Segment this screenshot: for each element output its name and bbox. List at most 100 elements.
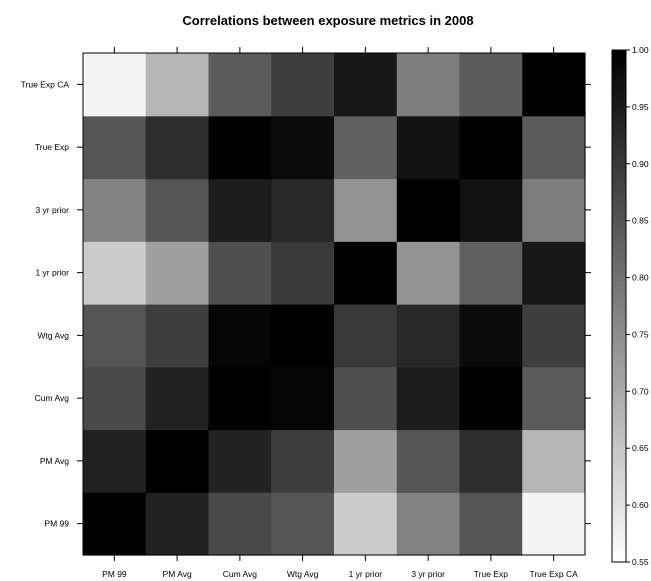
colorbar-segment bbox=[612, 413, 626, 420]
colorbar-segment bbox=[612, 172, 626, 179]
heatmap-cell bbox=[396, 492, 461, 556]
colorbar-segment bbox=[612, 336, 626, 343]
colorbar-segment bbox=[612, 454, 626, 461]
colorbar-segment bbox=[612, 362, 626, 369]
heatmap-cell bbox=[522, 53, 586, 117]
colorbar-segment bbox=[612, 75, 626, 82]
colorbar-segment bbox=[612, 131, 626, 138]
heatmap-cell bbox=[208, 178, 272, 242]
colorbar-segment bbox=[612, 270, 626, 276]
y-tick-label: 3 yr prior bbox=[35, 205, 69, 215]
y-tick-label: Cum Avg bbox=[35, 393, 70, 403]
y-tick-label: Wtg Avg bbox=[38, 330, 70, 340]
heatmap-cell bbox=[522, 492, 586, 556]
heatmap-cell bbox=[334, 178, 398, 242]
colorbar-segment bbox=[612, 290, 626, 297]
heatmap-cell bbox=[522, 241, 586, 305]
x-tick-label: PM 99 bbox=[102, 569, 127, 579]
colorbar-segment bbox=[612, 224, 626, 230]
heatmap-cell bbox=[459, 178, 523, 242]
heatmap-cell bbox=[208, 429, 272, 493]
colorbar-segment bbox=[612, 101, 626, 107]
colorbar-tick-label: 0.60 bbox=[632, 500, 649, 510]
colorbar-segment bbox=[612, 55, 626, 61]
heatmap-cell bbox=[396, 53, 461, 117]
chart-title: Correlations between exposure metrics in… bbox=[182, 13, 473, 28]
heatmap-cell bbox=[334, 115, 398, 180]
colorbar-segment bbox=[612, 167, 626, 174]
colorbar-segment bbox=[612, 116, 626, 123]
colorbar-segment bbox=[612, 480, 626, 486]
colorbar-tick-label: 1.00 bbox=[632, 45, 649, 55]
colorbar-segment bbox=[612, 469, 626, 476]
heatmap-cell bbox=[334, 366, 398, 431]
heatmap-cell bbox=[145, 115, 210, 180]
colorbar-segment bbox=[612, 346, 626, 353]
colorbar-segment bbox=[612, 551, 626, 558]
heatmap-cell bbox=[396, 241, 461, 305]
heatmap-cell bbox=[396, 304, 461, 368]
colorbar-segment bbox=[612, 80, 626, 87]
colorbar-frame bbox=[611, 49, 627, 563]
heatmap-cell bbox=[271, 241, 335, 305]
colorbar-tick-label: 0.55 bbox=[632, 557, 649, 567]
colorbar-segment bbox=[612, 382, 626, 389]
x-tick-label: True Exp CA bbox=[529, 569, 578, 579]
colorbar-segment bbox=[612, 85, 626, 92]
heatmap-cell bbox=[334, 53, 398, 117]
heatmap-cell bbox=[271, 492, 335, 556]
colorbar-segment bbox=[612, 142, 626, 148]
colorbar-segment bbox=[612, 393, 626, 399]
y-tick-label: PM Avg bbox=[40, 456, 69, 466]
heatmap-cell bbox=[83, 53, 147, 117]
colorbar-segment bbox=[612, 341, 626, 348]
colorbar-segment bbox=[612, 556, 626, 563]
colorbar-segment bbox=[612, 439, 626, 445]
heatmap-cell bbox=[522, 304, 586, 368]
heatmap-cell bbox=[208, 115, 272, 180]
heatmap-cells bbox=[83, 53, 586, 556]
colorbar-segment bbox=[612, 147, 626, 153]
colorbar-segment bbox=[612, 449, 626, 456]
colorbar-segment bbox=[612, 162, 626, 169]
colorbar-segment bbox=[612, 331, 626, 338]
heatmap-cell bbox=[208, 492, 272, 556]
heatmap-cell bbox=[145, 178, 210, 242]
colorbar-segment bbox=[612, 60, 626, 66]
heatmap-cell bbox=[396, 178, 461, 242]
heatmap-cell bbox=[271, 115, 335, 180]
colorbar-tick-label: 0.70 bbox=[632, 386, 649, 396]
colorbar-tick-label: 0.75 bbox=[632, 329, 649, 339]
heatmap-cell bbox=[83, 178, 147, 242]
colorbar-segment bbox=[612, 178, 626, 184]
y-tick-label: 1 yr prior bbox=[35, 268, 69, 278]
colorbar-segment bbox=[612, 229, 626, 235]
colorbar-segment bbox=[612, 275, 626, 281]
heatmap-cell bbox=[334, 492, 398, 556]
axis-ticks bbox=[77, 47, 591, 561]
colorbar-segment bbox=[612, 280, 626, 287]
colorbar-segment bbox=[612, 265, 626, 271]
colorbar-segment bbox=[612, 90, 626, 97]
heatmap-cell bbox=[83, 492, 147, 556]
heatmap-cell bbox=[522, 429, 586, 493]
colorbar-segment bbox=[612, 434, 626, 440]
colorbar-segment bbox=[612, 428, 626, 435]
colorbar-tick-label: 0.95 bbox=[632, 102, 649, 112]
heatmap-cell bbox=[83, 366, 147, 431]
y-tick-label: True Exp bbox=[35, 142, 69, 152]
heatmap-cell bbox=[208, 241, 272, 305]
colorbar-segment bbox=[612, 188, 626, 194]
colorbar-segment bbox=[612, 111, 626, 118]
heatmap-cell bbox=[396, 429, 461, 493]
colorbar-tick-label: 0.90 bbox=[632, 159, 649, 169]
colorbar-segment bbox=[612, 536, 626, 543]
heatmap-cell bbox=[83, 304, 147, 368]
heatmap-cell bbox=[459, 429, 523, 493]
colorbar-segment bbox=[612, 357, 626, 363]
colorbar-segment bbox=[612, 546, 626, 553]
y-tick-label: PM 99 bbox=[44, 519, 69, 529]
colorbar-segment bbox=[612, 510, 626, 517]
